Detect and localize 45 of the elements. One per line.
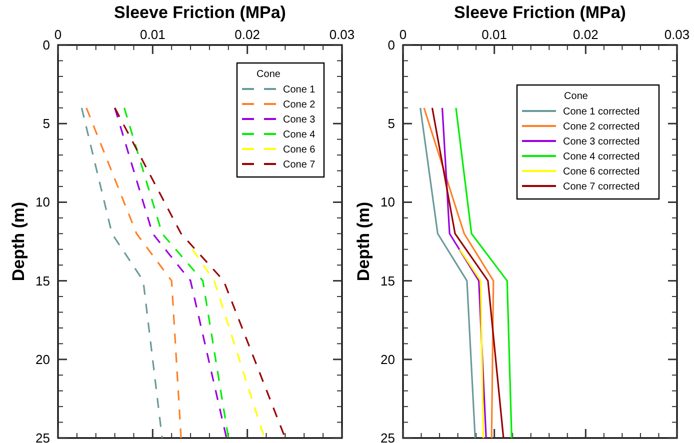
y-tick-label: 5 [388, 116, 395, 132]
y-tick-label: 25 [380, 430, 395, 443]
legend-label: Cone 6 [283, 144, 316, 156]
x-tick-label: 0.01 [140, 27, 166, 42]
legend-label: Cone 3 corrected [563, 136, 640, 148]
x-tick-label: 0.01 [482, 27, 507, 42]
y-tick-label: 15 [380, 273, 395, 288]
y-tick-label: 25 [36, 430, 50, 443]
legend-label: Cone 6 corrected [563, 166, 640, 178]
legend-label: Cone 3 [283, 114, 316, 126]
legend-label: Cone 7 corrected [563, 182, 640, 192]
y-tick-label: 0 [388, 38, 395, 52]
legend-label: Cone 2 corrected [563, 122, 640, 132]
x-tick-label: 0.03 [664, 27, 690, 42]
y-tick-label: 15 [36, 273, 50, 288]
y-tick-label: 5 [42, 116, 50, 132]
x-tick-label: 0.02 [573, 27, 598, 42]
legend-label: Cone 1 corrected [563, 106, 640, 118]
x-axis-title: Sleeve Friction (MPa) [454, 3, 626, 22]
y-tick-label: 10 [36, 194, 50, 210]
line-series [420, 107, 476, 438]
line-series [80, 107, 163, 438]
y-tick-label: 20 [36, 352, 50, 367]
y-axis-title: Depth (m) [9, 202, 28, 282]
legend-label: Cone 4 [283, 130, 316, 140]
line-series [86, 107, 182, 438]
line-series [423, 107, 494, 438]
legend-title: Cone [256, 69, 281, 80]
line-series [441, 107, 487, 438]
x-tick-label: 0 [399, 27, 407, 42]
x-axis-title: Sleeve Friction (MPa) [114, 3, 286, 22]
legend-label: Cone 7 [283, 160, 316, 170]
y-tick-label: 10 [380, 194, 395, 210]
legend-title: Cone [564, 91, 588, 102]
y-tick-label: 0 [42, 38, 50, 52]
legend-label: Cone 1 [283, 84, 316, 96]
legend-label: Cone 2 [283, 100, 316, 110]
x-tick-label: 0.03 [329, 27, 355, 42]
x-tick-label: 0 [54, 27, 62, 42]
y-axis-title: Depth (m) [354, 202, 373, 282]
x-tick-label: 0.02 [234, 27, 260, 42]
line-series [431, 107, 504, 438]
legend-label: Cone 4 corrected [563, 152, 640, 162]
y-tick-label: 20 [380, 352, 395, 367]
line-series [455, 107, 512, 438]
